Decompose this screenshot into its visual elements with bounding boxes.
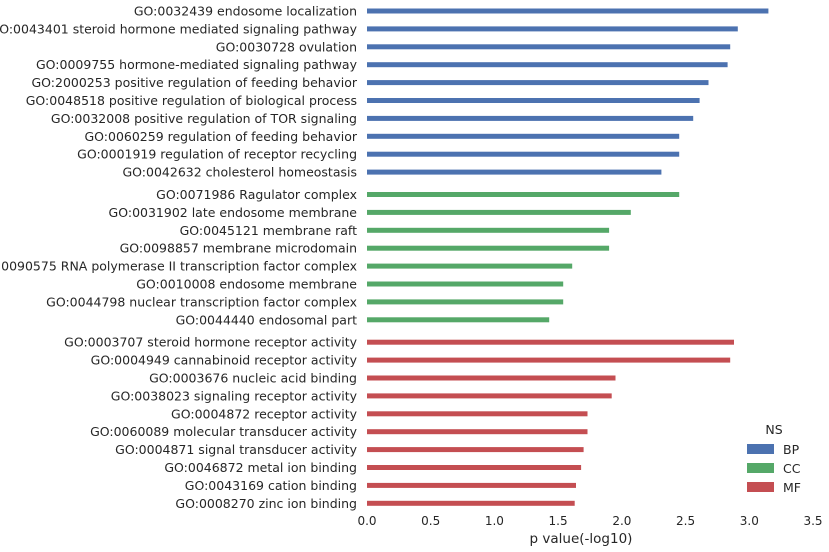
category-label: GO:0032439 endosome localization: [134, 4, 357, 19]
x-tick-label: 2.5: [676, 514, 695, 528]
bar-bp-1: [367, 26, 738, 32]
x-tick-label: 1.0: [485, 514, 504, 528]
legend-label-bp: BP: [783, 442, 800, 457]
bar-mf-18: [367, 339, 734, 345]
bar-bp-0: [367, 8, 769, 14]
category-label: GO:0004949 cannabinoid receptor activity: [91, 353, 358, 368]
bar-mf-27: [367, 500, 575, 506]
category-label: GO:0048518 positive regulation of biolog…: [26, 93, 357, 108]
legend-swatch-bp: [747, 444, 774, 454]
legend-label-mf: MF: [783, 480, 801, 495]
bar-bp-9: [367, 169, 662, 175]
category-label: GO:0060089 molecular transducer activity: [90, 424, 358, 439]
bar-mf-21: [367, 393, 612, 399]
x-tick-label: 3.5: [803, 514, 822, 528]
category-label: GO:0003676 nucleic acid binding: [149, 371, 357, 386]
legend-title: NS: [765, 422, 782, 437]
category-label: GO:0090575 RNA polymerase II transcripti…: [0, 259, 357, 274]
category-label: GO:0004872 receptor activity: [171, 406, 358, 421]
bar-bp-3: [367, 62, 728, 68]
category-label: GO:2000253 positive regulation of feedin…: [31, 75, 357, 90]
legend-swatch-cc: [747, 463, 774, 473]
category-label: GO:0043401 steroid hormone mediated sign…: [0, 21, 358, 36]
category-label: GO:0060259 regulation of feeding behavio…: [84, 129, 357, 144]
x-tick-label: 0.0: [357, 514, 376, 528]
category-label: GO:0044798 nuclear transcription factor …: [46, 294, 357, 309]
bar-cc-11: [367, 209, 631, 215]
bar-mf-22: [367, 411, 588, 417]
bar-cc-14: [367, 263, 573, 269]
bar-cc-10: [367, 192, 680, 197]
bar-bp-5: [367, 98, 700, 103]
bar-bp-6: [367, 115, 694, 121]
bar-bp-4: [367, 80, 709, 86]
x-tick-label: 2.0: [612, 514, 631, 528]
category-label: GO:0001919 regulation of receptor recycl…: [77, 147, 357, 162]
category-label: GO:0045121 membrane raft: [180, 223, 358, 238]
legend-swatch-mf: [747, 482, 774, 492]
category-label: GO:0010008 endosome membrane: [136, 277, 357, 292]
x-tick-label: 1.5: [549, 514, 568, 528]
bar-cc-12: [367, 227, 610, 233]
bar-mf-20: [367, 375, 616, 381]
category-label: GO:0008270 zinc ion binding: [175, 496, 357, 511]
legend-items: BP CC MF: [747, 442, 801, 495]
category-label: GO:0004871 signal transducer activity: [115, 442, 357, 457]
legend-label-cc: CC: [783, 461, 801, 476]
bar-cc-13: [367, 245, 610, 251]
category-labels: GO:0032439 endosome localization GO:00434…: [0, 4, 358, 511]
bar-mf-25: [367, 465, 582, 470]
category-label: GO:0009755 hormone-mediated signaling pa…: [36, 57, 358, 72]
category-label: GO:0003707 steroid hormone receptor acti…: [64, 335, 357, 350]
bar-bp-2: [367, 44, 731, 50]
bar-cc-15: [367, 281, 564, 287]
bar-bp-7: [367, 133, 680, 139]
category-label: GO:0031902 late endosome membrane: [109, 205, 358, 220]
x-tick-label: 3.0: [740, 514, 759, 528]
category-label: GO:0046872 metal ion binding: [164, 460, 357, 475]
bar-bp-8: [367, 151, 680, 157]
category-label: GO:0098857 membrane microdomain: [120, 241, 357, 256]
bars-layer: [367, 8, 769, 506]
x-axis-ticks: 0.0 0.5 1.0 1.5 2.0 2.5 3.0 3.5: [357, 514, 822, 528]
category-label: GO:0032008 positive regulation of TOR si…: [51, 111, 357, 126]
category-label: GO:0044440 endosomal part: [176, 312, 358, 327]
bar-mf-26: [367, 482, 576, 488]
category-label: GO:0038023 signaling receptor activity: [111, 388, 358, 403]
legend: NS BP CC MF: [747, 422, 801, 495]
bar-cc-16: [367, 299, 564, 305]
bar-mf-24: [367, 447, 584, 453]
category-label: GO:0071986 Ragulator complex: [156, 187, 357, 202]
bar-cc-17: [367, 317, 550, 323]
bar-mf-19: [367, 357, 731, 363]
category-label: GO:0043169 cation binding: [185, 478, 357, 493]
x-axis-label: p value(-log10): [530, 531, 633, 547]
bar-mf-23: [367, 429, 588, 435]
category-label: GO:0042632 cholesterol homeostasis: [123, 165, 358, 180]
category-label: GO:0030728 ovulation: [216, 39, 357, 54]
x-tick-label: 0.5: [421, 514, 440, 528]
